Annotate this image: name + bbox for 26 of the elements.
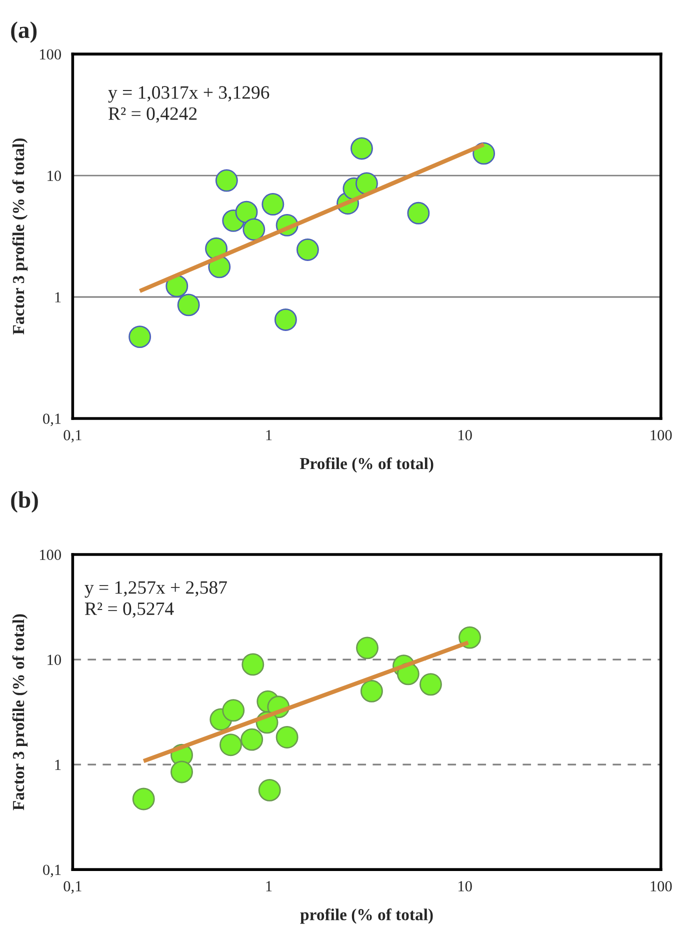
annotation: y = 1,257x + 2,587: [84, 581, 227, 598]
x-tick-label: 1: [266, 430, 272, 440]
annotation: R² = 0,4242: [108, 107, 197, 123]
y-tick-label: 1: [55, 292, 61, 302]
y-tick-label: 0,1: [43, 864, 61, 878]
y-tick-label: 100: [40, 550, 61, 560]
chart-title: (a): [11, 21, 37, 43]
x-tick-label: 0,1: [64, 881, 82, 894]
x-tick-label: 10: [458, 430, 472, 440]
x-tick-label: 100: [650, 430, 672, 440]
x-tick-label: 10: [458, 881, 472, 892]
y-tick-label: 0,1: [43, 414, 61, 426]
y-tick-label: 1: [55, 760, 61, 770]
x-tick-label: 0,1: [64, 430, 82, 443]
x-tick-label: 100: [650, 881, 672, 892]
x-tick-label: 1: [266, 881, 272, 892]
y-axis-title: Factor 3 profile (% of total): [12, 614, 28, 810]
y-tick-label: 10: [48, 654, 61, 665]
chart-title: (b): [11, 491, 38, 513]
y-tick-label: 10: [48, 170, 61, 181]
x-axis-title: Profile (% of total): [300, 457, 434, 473]
x-axis-title: profile (% of total): [300, 908, 433, 924]
annotation: R² = 0,5274: [84, 602, 174, 618]
annotation: y = 1,0317x + 3,1296: [108, 86, 270, 103]
y-axis-title: Factor 3 profile (% of total): [12, 138, 28, 334]
y-tick-label: 100: [40, 49, 61, 60]
